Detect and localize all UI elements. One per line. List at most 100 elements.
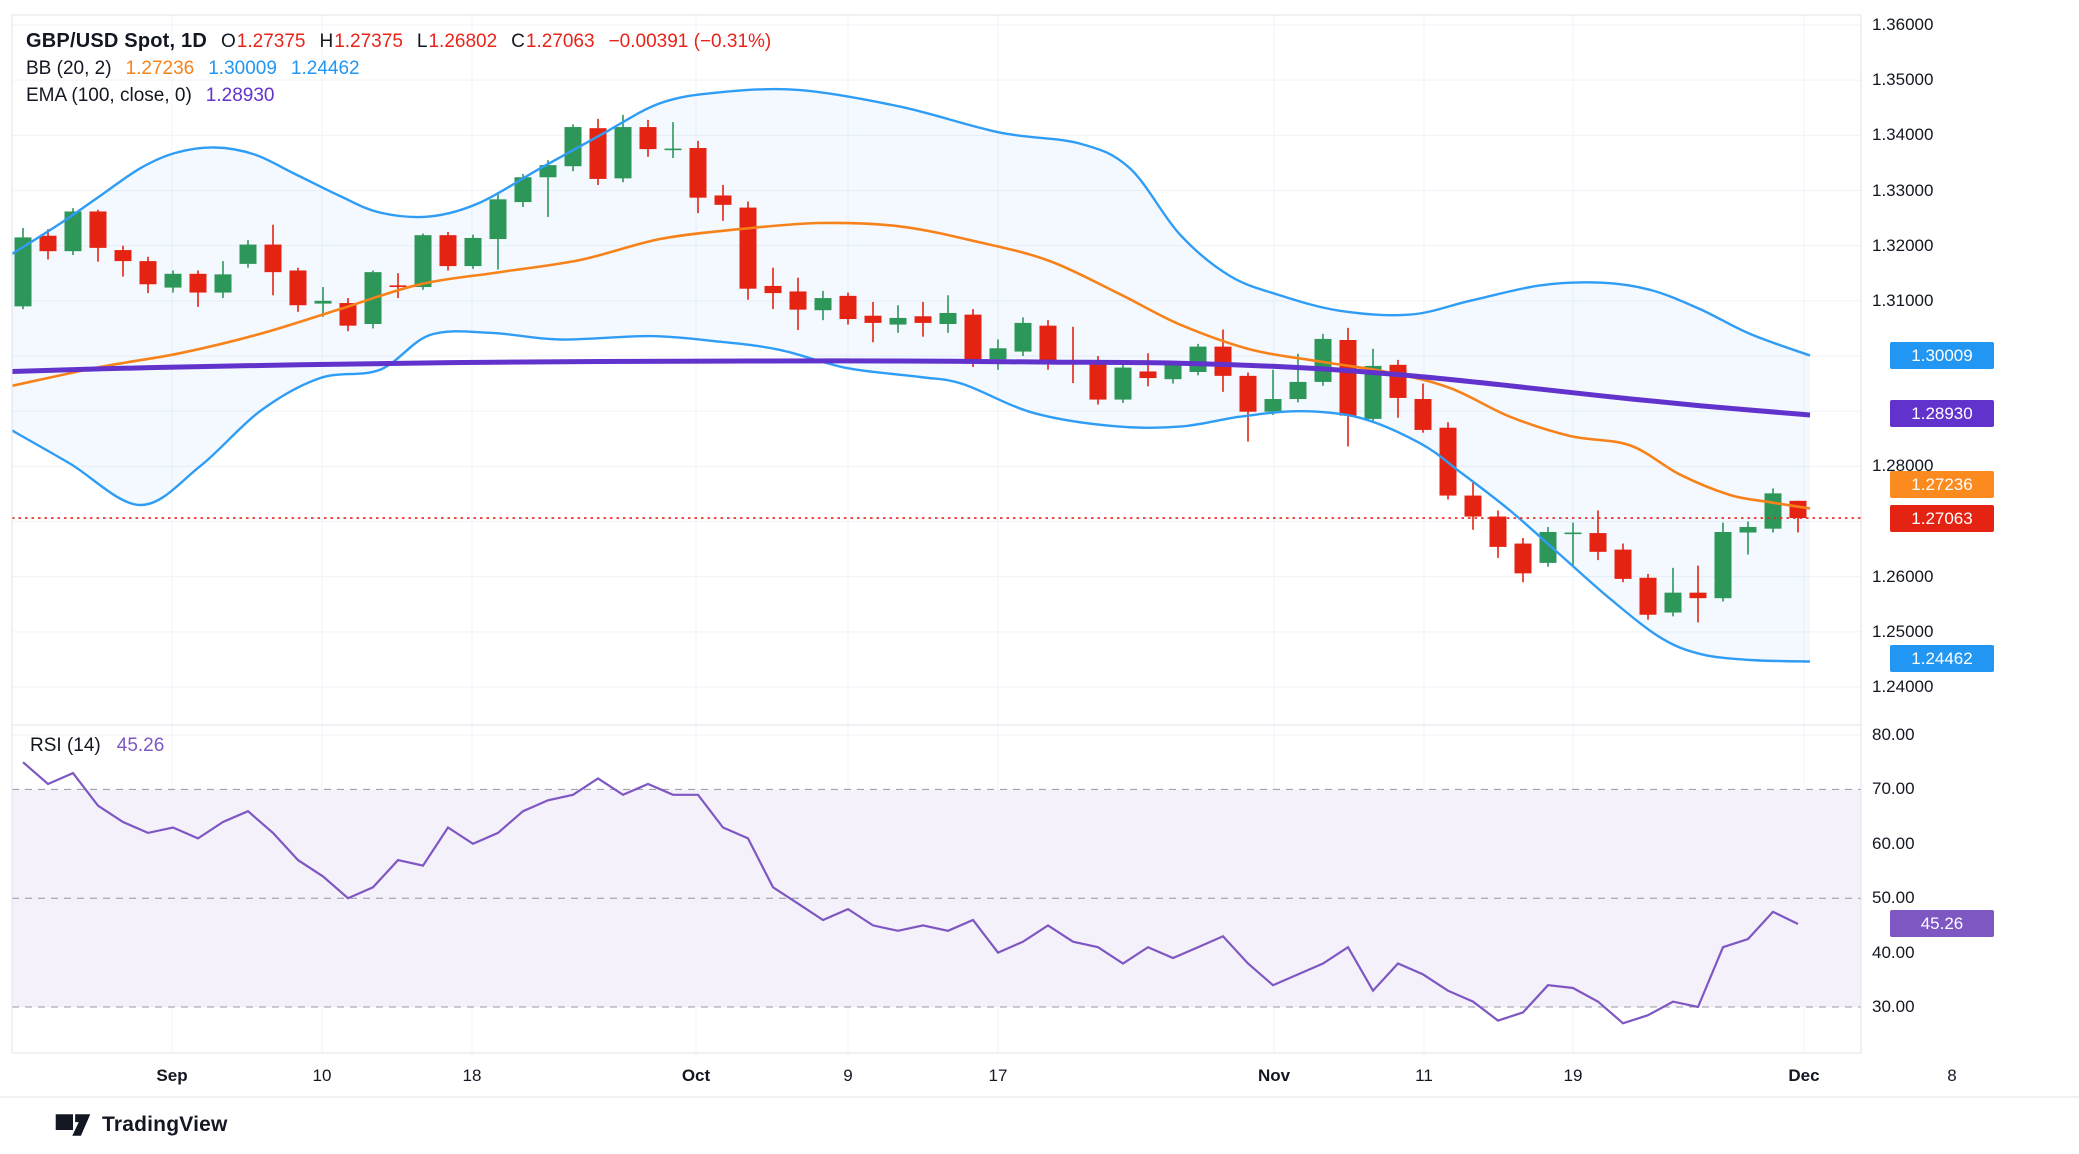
ema-label[interactable]: EMA (100, close, 0) — [26, 84, 192, 106]
candle[interactable] — [1564, 522, 1582, 567]
candle[interactable] — [589, 118, 607, 185]
candle[interactable] — [1489, 510, 1507, 558]
candle[interactable] — [1264, 369, 1282, 416]
rsi-line — [22, 761, 1799, 1025]
bb-legend-row[interactable]: BB (20, 2) 1.27236 1.30009 1.24462 — [26, 55, 771, 82]
candle[interactable] — [689, 140, 707, 214]
candle[interactable] — [1764, 488, 1782, 533]
candle[interactable] — [464, 234, 482, 269]
candle[interactable] — [414, 233, 432, 290]
time-tick-label: Sep — [156, 1066, 188, 1085]
candle[interactable] — [1139, 353, 1157, 387]
price-tick-label: 1.31000 — [1872, 290, 1934, 310]
price-tick-label: 1.32000 — [1872, 235, 1934, 255]
candle[interactable] — [314, 287, 332, 317]
candle[interactable] — [1464, 481, 1482, 530]
candle[interactable] — [1364, 348, 1382, 423]
candle[interactable] — [1614, 543, 1632, 583]
price-tick-label: 1.34000 — [1872, 125, 1934, 145]
candle[interactable] — [1714, 522, 1732, 602]
candle[interactable] — [1639, 573, 1657, 620]
candle[interactable] — [189, 270, 207, 307]
candle[interactable] — [814, 290, 832, 321]
price-badge: 1.28930 — [1890, 399, 1994, 427]
price-axis[interactable] — [1861, 15, 2079, 1053]
candle[interactable] — [964, 309, 982, 368]
ema-legend-row[interactable]: EMA (100, close, 0) 1.28930 — [26, 82, 771, 109]
candle[interactable] — [989, 339, 1007, 370]
candle[interactable] — [139, 256, 157, 294]
candle[interactable] — [14, 228, 32, 310]
price-tick-label: 1.33000 — [1872, 180, 1934, 200]
candle[interactable] — [1664, 567, 1682, 617]
time-tick-label: Dec — [1788, 1066, 1820, 1085]
candle[interactable] — [439, 231, 457, 271]
candle[interactable] — [239, 240, 257, 268]
symbol-legend-row[interactable]: GBP/USD Spot, 1D O 1.27375 H 1.27375 L 1.26… — [26, 28, 771, 55]
ohlc-low: L 1.26802 — [416, 30, 498, 52]
time-axis[interactable] — [0, 1053, 2079, 1097]
candle[interactable] — [914, 301, 932, 337]
rsi-tick-label: 40.00 — [1872, 942, 1915, 962]
candle[interactable] — [939, 295, 957, 333]
bb-basis-value: 1.27236 — [125, 57, 195, 79]
candle[interactable] — [1189, 343, 1207, 376]
candle[interactable] — [714, 184, 732, 221]
candle[interactable] — [864, 301, 882, 343]
candle[interactable] — [1439, 422, 1457, 500]
candle[interactable] — [389, 273, 407, 299]
candle[interactable] — [1514, 538, 1532, 583]
rsi-tick-label: 70.00 — [1872, 779, 1915, 799]
candle[interactable] — [89, 209, 107, 262]
candle[interactable] — [1289, 353, 1307, 403]
candle[interactable] — [489, 192, 507, 270]
rsi-label[interactable]: RSI (14) — [30, 735, 101, 756]
candle[interactable] — [789, 277, 807, 331]
price-tick-label: 1.28000 — [1872, 456, 1934, 476]
price-tick-label: 1.26000 — [1872, 566, 1934, 586]
time-tick-label: 18 — [462, 1066, 482, 1085]
symbol-title[interactable]: GBP/USD Spot, 1D — [26, 30, 207, 52]
candle[interactable] — [564, 124, 582, 172]
candle[interactable] — [1014, 317, 1032, 356]
candle[interactable] — [639, 119, 657, 157]
candle[interactable] — [1539, 527, 1557, 567]
candle[interactable] — [289, 267, 307, 312]
candle[interactable] — [764, 267, 782, 310]
candles[interactable] — [14, 114, 1807, 623]
candle[interactable] — [664, 122, 682, 158]
candle[interactable] — [614, 114, 632, 183]
main-chart-legend: GBP/USD Spot, 1D O 1.27375 H 1.27375 L 1.26… — [26, 28, 771, 109]
rsi-badge: 45.26 — [1890, 910, 1994, 938]
price-badge: 1.30009 — [1890, 342, 1994, 369]
candle[interactable] — [1114, 364, 1132, 403]
time-tick-label: 17 — [988, 1066, 1008, 1085]
tradingview-brand-text[interactable]: TradingView — [102, 1113, 228, 1136]
candle[interactable] — [1414, 383, 1432, 433]
candle[interactable] — [1689, 565, 1707, 623]
time-tick-label: Oct — [681, 1066, 711, 1085]
candle[interactable] — [1339, 327, 1357, 447]
candle[interactable] — [739, 201, 757, 300]
candle[interactable] — [264, 224, 282, 296]
candle[interactable] — [164, 270, 182, 293]
time-tick-label: 10 — [312, 1066, 332, 1085]
candle[interactable] — [1739, 521, 1757, 555]
candle[interactable] — [1239, 372, 1257, 442]
candle[interactable] — [539, 160, 557, 217]
rsi-band-fill — [12, 788, 1861, 1008]
candle[interactable] — [39, 229, 57, 260]
candle[interactable] — [114, 245, 132, 277]
footer-branding[interactable]: TradingView — [55, 1112, 228, 1138]
rsi-tick-label: 30.00 — [1872, 997, 1915, 1016]
rsi-legend-row[interactable]: RSI (14) 45.26 — [30, 735, 164, 757]
candle[interactable] — [214, 261, 232, 299]
bb-label[interactable]: BB (20, 2) — [26, 57, 112, 79]
candle[interactable] — [889, 305, 907, 333]
price-tick-label: 1.35000 — [1872, 70, 1934, 90]
ema-value: 1.28930 — [205, 84, 275, 106]
candle[interactable] — [839, 292, 857, 325]
price-tick-label: 1.24000 — [1872, 677, 1934, 696]
